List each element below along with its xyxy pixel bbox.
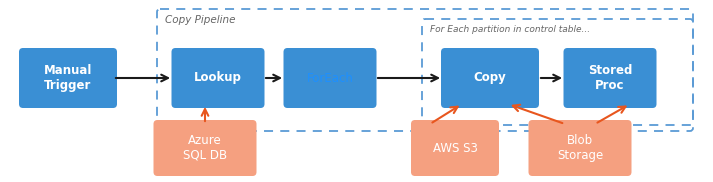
Text: Azure
SQL DB: Azure SQL DB (183, 134, 227, 162)
FancyBboxPatch shape (528, 120, 632, 176)
Text: Copy: Copy (473, 72, 506, 84)
Text: Stored
Proc: Stored Proc (588, 64, 632, 92)
Text: AWS S3: AWS S3 (433, 141, 478, 155)
Text: For Each partition in control table...: For Each partition in control table... (430, 25, 590, 34)
FancyBboxPatch shape (153, 120, 257, 176)
Text: Blob
Storage: Blob Storage (557, 134, 603, 162)
FancyBboxPatch shape (441, 48, 539, 108)
FancyBboxPatch shape (563, 48, 657, 108)
Text: Lookup: Lookup (194, 72, 242, 84)
FancyBboxPatch shape (284, 48, 376, 108)
Text: Manual
Trigger: Manual Trigger (43, 64, 92, 92)
FancyBboxPatch shape (172, 48, 265, 108)
FancyBboxPatch shape (19, 48, 117, 108)
FancyBboxPatch shape (411, 120, 499, 176)
Text: Copy Pipeline: Copy Pipeline (165, 15, 235, 25)
Text: ForEach: ForEach (307, 72, 354, 84)
